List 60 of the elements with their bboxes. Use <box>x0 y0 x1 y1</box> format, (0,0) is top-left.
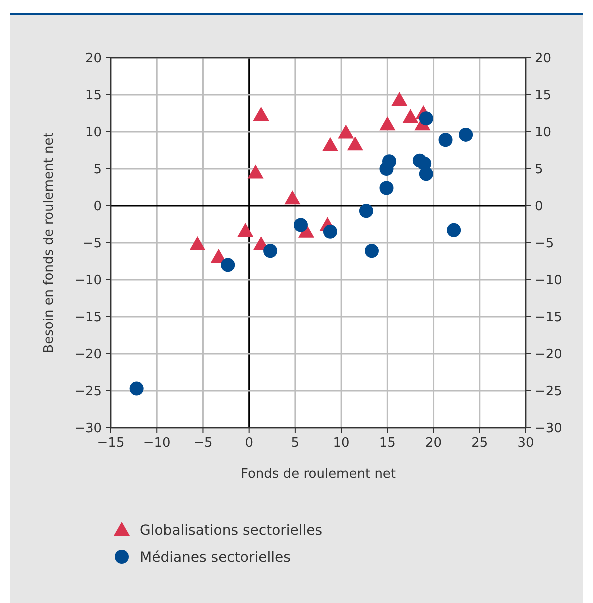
point <box>447 223 462 238</box>
y2-tick-label: 5 <box>535 162 544 178</box>
x-tick-label: 20 <box>426 436 442 451</box>
point <box>359 204 374 218</box>
y2-tick-label: −15 <box>535 310 562 326</box>
y2-tick-label: −10 <box>535 274 562 288</box>
legend-label: Médianes sectorielles <box>140 550 291 566</box>
y-tick-label: 5 <box>94 162 102 178</box>
point <box>380 181 394 196</box>
legend-label: Globalisations sectorielles <box>140 523 323 539</box>
y2-tick-label: 20 <box>535 52 552 66</box>
y-tick-label: −5 <box>82 236 102 252</box>
point <box>322 137 338 152</box>
y2-tick-label: −20 <box>535 348 562 362</box>
y-tick-label: −20 <box>74 348 102 362</box>
point <box>294 218 308 232</box>
x-tick-label: 25 <box>472 436 488 451</box>
y2-tick-label: −5 <box>535 236 554 252</box>
point <box>459 128 474 142</box>
y-axis-title: Besoin en fonds de roulement net <box>42 132 57 354</box>
x-tick-label: 10 <box>333 436 350 451</box>
point <box>382 154 397 169</box>
x-tick-label: −10 <box>143 436 171 451</box>
x-axis-title: Fonds de roulement net <box>240 467 396 482</box>
y2-tick-label: 0 <box>535 200 544 214</box>
y-tick-label: 15 <box>85 88 102 104</box>
point <box>438 133 453 148</box>
point <box>253 106 270 121</box>
point <box>419 112 434 126</box>
point <box>402 109 419 124</box>
point <box>419 167 434 182</box>
point <box>323 224 338 239</box>
point <box>392 92 408 106</box>
point <box>264 244 278 258</box>
y-tick-label: 10 <box>85 126 102 140</box>
point <box>248 164 264 179</box>
point <box>338 124 354 139</box>
point <box>364 244 379 258</box>
y-tick-label: 0 <box>94 200 102 214</box>
y-tick-label: 20 <box>85 52 102 66</box>
y-tick-label: −15 <box>74 310 102 326</box>
point <box>238 223 254 238</box>
x-tick-label: −5 <box>194 436 213 451</box>
y-tick-label: −30 <box>74 422 102 436</box>
point <box>347 136 364 151</box>
point <box>221 258 236 272</box>
y2-tick-label: −25 <box>535 384 562 400</box>
x-tick-label: 0 <box>245 436 254 451</box>
point <box>130 382 144 396</box>
y2-tick-label: 10 <box>535 126 552 140</box>
x-tick-label: 30 <box>518 436 534 451</box>
x-tick-label: 5 <box>291 436 300 451</box>
x-tick-label: 15 <box>379 436 396 451</box>
y2-tick-label: 15 <box>535 88 552 104</box>
point <box>284 190 301 205</box>
y-tick-label: −10 <box>74 274 102 288</box>
y2-tick-label: −30 <box>535 422 562 436</box>
point <box>380 116 396 131</box>
point <box>190 236 206 250</box>
y-tick-label: −25 <box>74 384 102 400</box>
